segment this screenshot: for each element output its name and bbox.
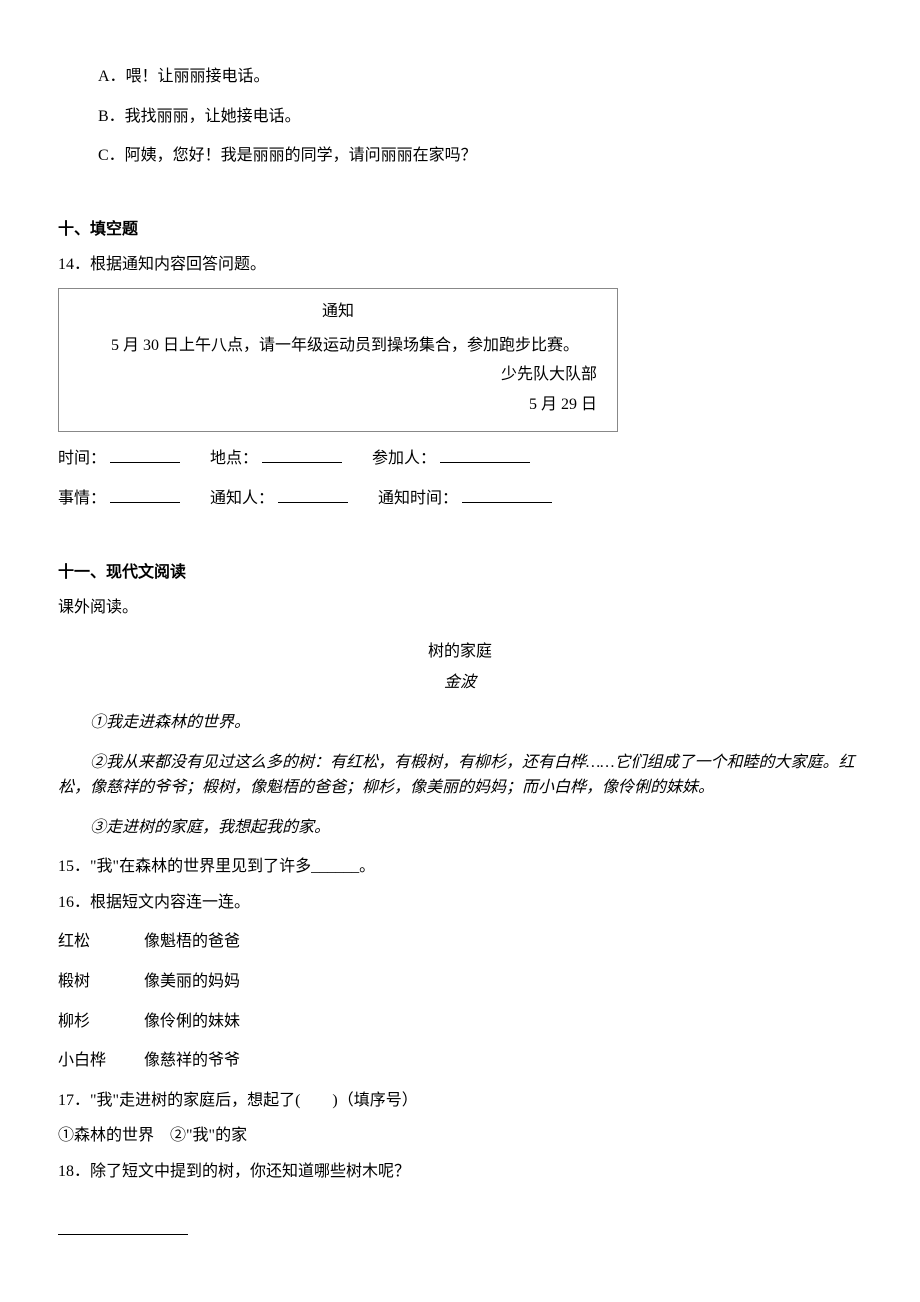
- notice-sign-date: 5 月 29 日: [79, 392, 597, 418]
- match-left-2: 柳杉: [58, 1009, 140, 1035]
- match-row-1: 椴树 像美丽的妈妈: [58, 969, 862, 995]
- match-right-1: 像美丽的妈妈: [144, 973, 240, 990]
- q13-option-b: B．我找丽丽，让她接电话。: [98, 104, 862, 130]
- match-row-3: 小白桦 像慈祥的爷爷: [58, 1048, 862, 1074]
- q16: 16．根据短文内容连一连。: [58, 890, 862, 916]
- q14-stem: 14．根据通知内容回答问题。: [58, 252, 862, 278]
- reading-title: 树的家庭: [58, 639, 862, 665]
- notice-sign-org: 少先队大队部: [79, 362, 597, 388]
- label-notify-time: 通知时间：: [378, 490, 458, 507]
- q14-fill-row-1: 时间： 地点： 参加人：: [58, 446, 862, 472]
- q13-option-c: C．阿姨，您好！我是丽丽的同学，请问丽丽在家吗？: [98, 143, 862, 169]
- q14-fill-row-2: 事情： 通知人： 通知时间：: [58, 486, 862, 512]
- match-row-0: 红松 像魁梧的爸爸: [58, 929, 862, 955]
- label-notifier: 通知人：: [210, 490, 274, 507]
- label-time: 时间：: [58, 450, 106, 467]
- match-right-3: 像慈祥的爷爷: [144, 1052, 240, 1069]
- reading-p2: ②我从来都没有见过这么多的树：有红松，有椴树，有柳杉，还有白桦……它们组成了一个…: [58, 750, 862, 801]
- notice-body: 5 月 30 日上午八点，请一年级运动员到操场集合，参加跑步比赛。: [79, 333, 597, 359]
- q18-answer-blank[interactable]: [58, 1215, 188, 1235]
- section-11-header: 十一、现代文阅读: [58, 560, 862, 586]
- blank-matter[interactable]: [110, 486, 180, 503]
- reading-p1: ①我走进森林的世界。: [58, 710, 862, 736]
- reading-author: 金波: [58, 670, 862, 696]
- section-10-header: 十、填空题: [58, 217, 862, 243]
- label-matter: 事情：: [58, 490, 106, 507]
- label-attendee: 参加人：: [372, 450, 436, 467]
- section-11-sub: 课外阅读。: [58, 595, 862, 621]
- match-left-3: 小白桦: [58, 1048, 140, 1074]
- blank-time[interactable]: [110, 446, 180, 463]
- q18: 18．除了短文中提到的树，你还知道哪些树木呢？: [58, 1159, 862, 1185]
- label-place: 地点：: [210, 450, 258, 467]
- match-right-0: 像魁梧的爸爸: [144, 933, 240, 950]
- match-left-1: 椴树: [58, 969, 140, 995]
- q15: 15．"我"在森林的世界里见到了许多______。: [58, 854, 862, 880]
- q17-options: ①森林的世界 ②"我"的家: [58, 1123, 862, 1149]
- match-row-2: 柳杉 像伶俐的妹妹: [58, 1009, 862, 1035]
- blank-attendee[interactable]: [440, 446, 530, 463]
- q17: 17．"我"走进树的家庭后，想起了( )（填序号）: [58, 1088, 862, 1114]
- match-right-2: 像伶俐的妹妹: [144, 1013, 240, 1030]
- notice-box: 通知 5 月 30 日上午八点，请一年级运动员到操场集合，参加跑步比赛。 少先队…: [58, 288, 618, 432]
- notice-title: 通知: [79, 299, 597, 325]
- blank-place[interactable]: [262, 446, 342, 463]
- match-left-0: 红松: [58, 929, 140, 955]
- q13-option-a: A．喂！让丽丽接电话。: [98, 64, 862, 90]
- blank-notify-time[interactable]: [462, 486, 552, 503]
- reading-p3: ③走进树的家庭，我想起我的家。: [58, 815, 862, 841]
- blank-notifier[interactable]: [278, 486, 348, 503]
